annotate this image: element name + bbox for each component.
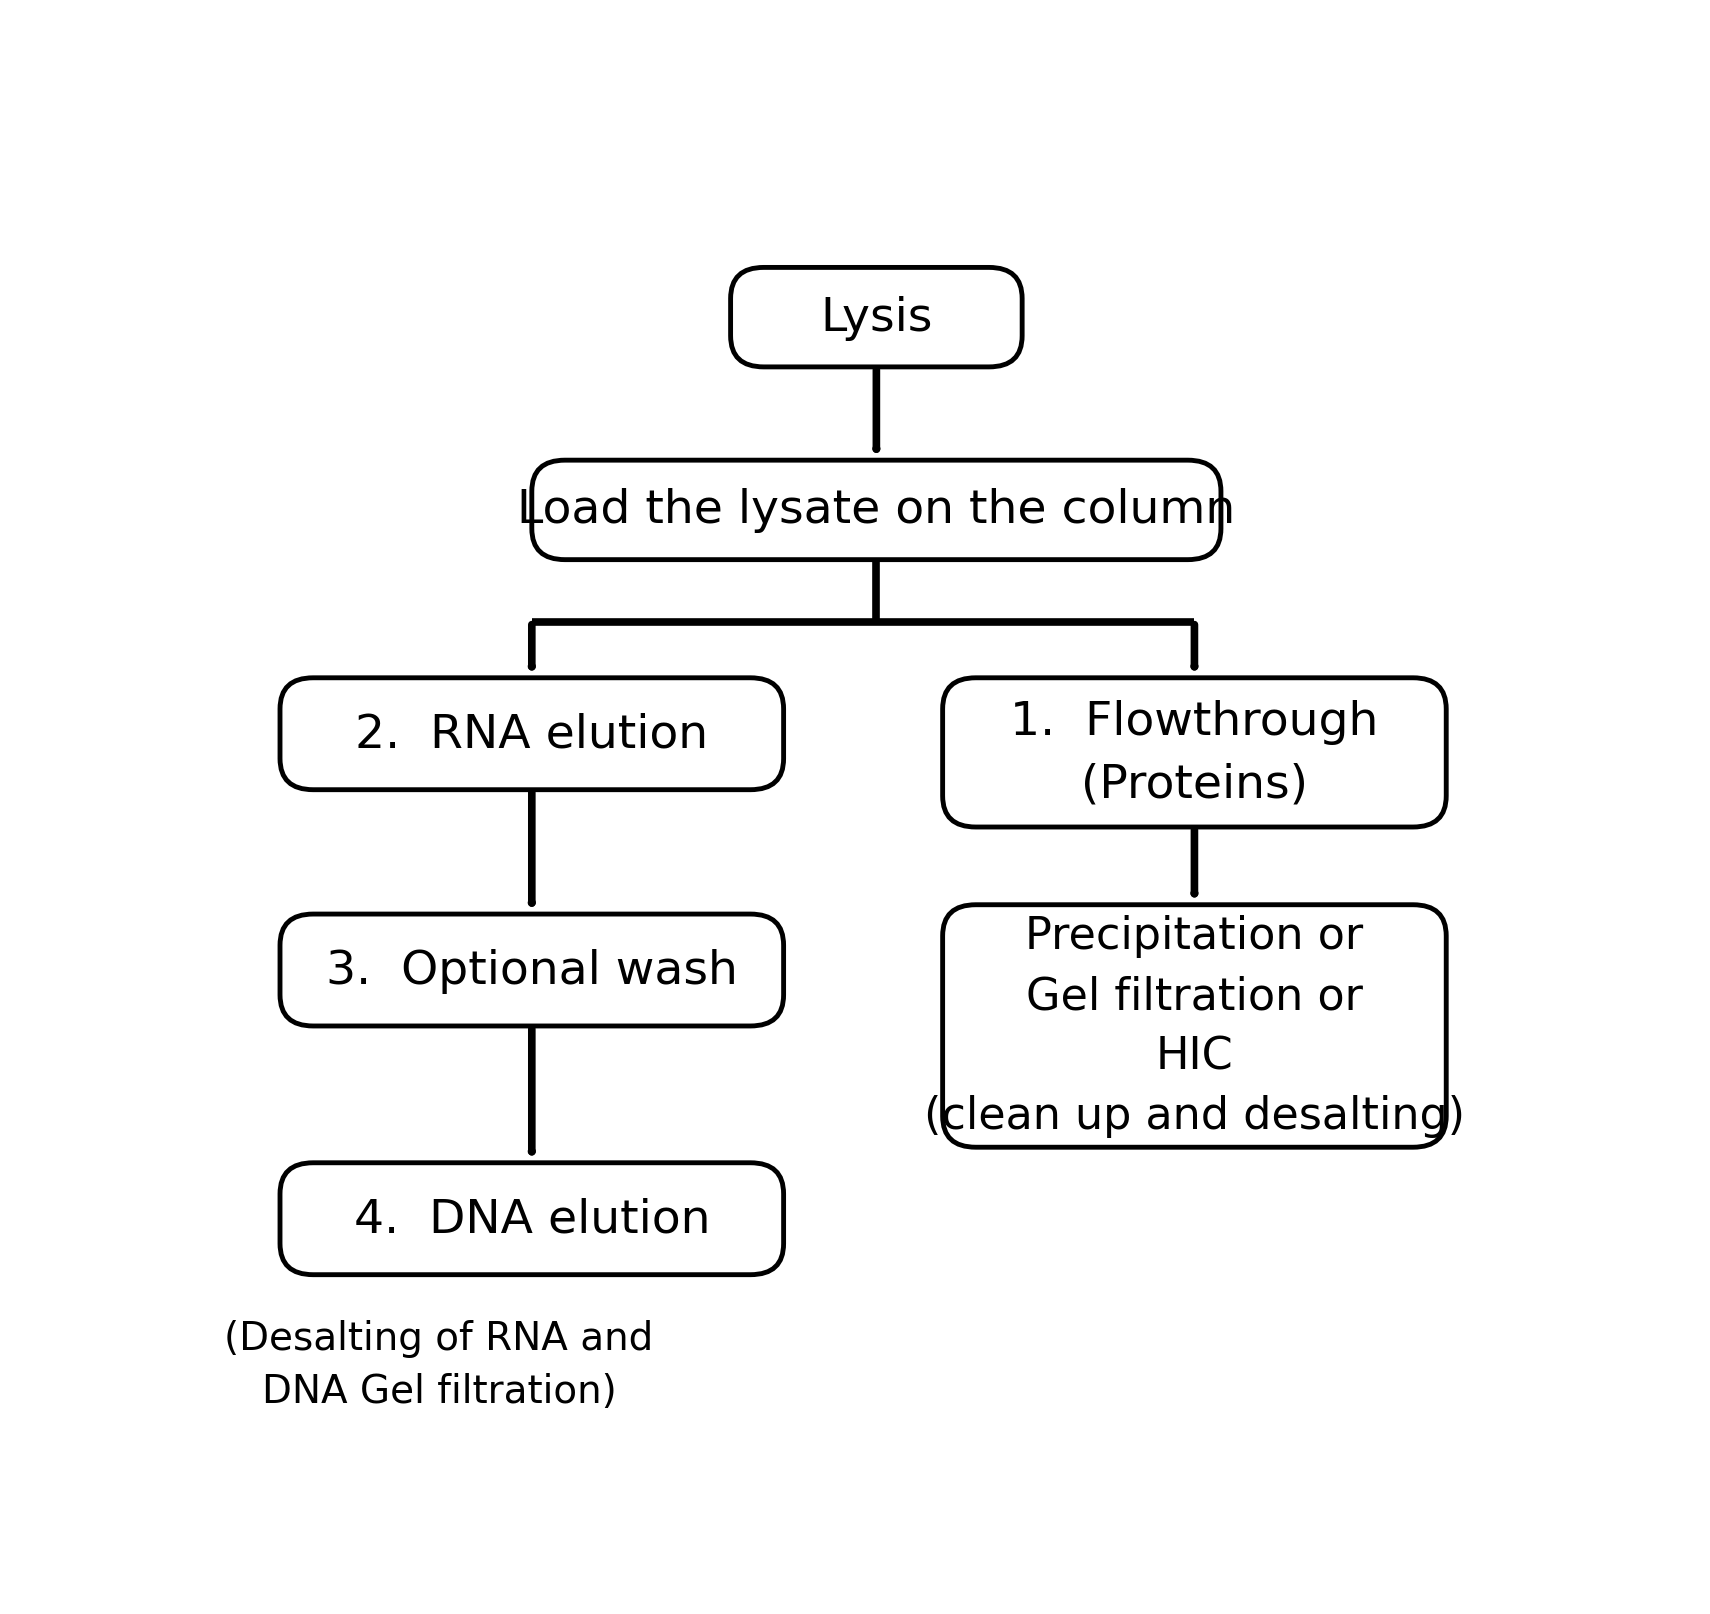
FancyBboxPatch shape (280, 678, 783, 791)
Text: Lysis: Lysis (821, 295, 932, 341)
Text: 1.  Flowthrough
(Proteins): 1. Flowthrough (Proteins) (1011, 699, 1378, 807)
Text: Precipitation or
Gel filtration or
HIC
(clean up and desalting): Precipitation or Gel filtration or HIC (… (923, 915, 1465, 1138)
FancyBboxPatch shape (280, 915, 783, 1027)
Text: 2.  RNA elution: 2. RNA elution (356, 712, 708, 757)
FancyBboxPatch shape (942, 905, 1447, 1148)
FancyBboxPatch shape (532, 462, 1221, 560)
Text: Load the lysate on the column: Load the lysate on the column (516, 487, 1236, 533)
FancyBboxPatch shape (942, 678, 1447, 828)
Text: 3.  Optional wash: 3. Optional wash (327, 947, 737, 993)
Text: (Desalting of RNA and
DNA Gel filtration): (Desalting of RNA and DNA Gel filtration… (224, 1319, 653, 1411)
FancyBboxPatch shape (730, 268, 1023, 368)
FancyBboxPatch shape (280, 1164, 783, 1275)
Text: 4.  DNA elution: 4. DNA elution (354, 1196, 710, 1241)
